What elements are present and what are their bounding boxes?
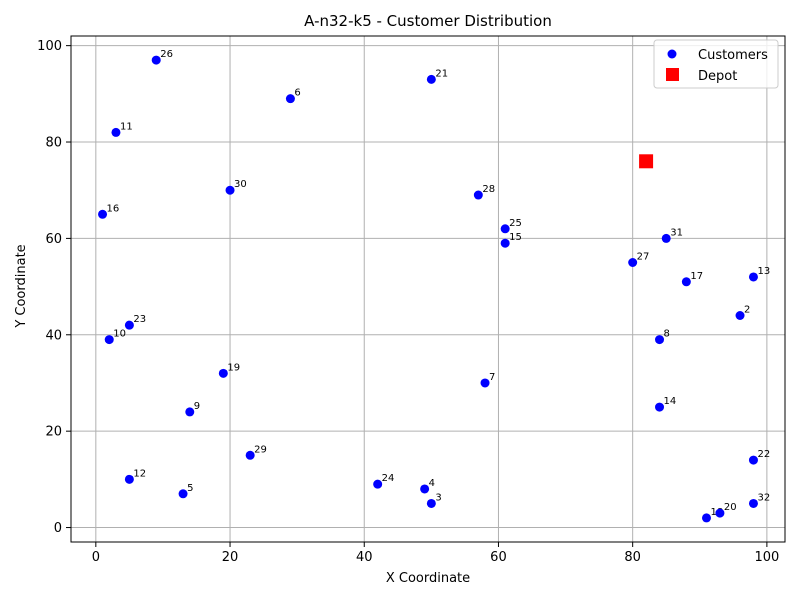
legend-box [653, 39, 779, 89]
customer-label: 10 [113, 329, 126, 340]
customer-point [661, 233, 671, 243]
chart-title: A-n32-k5 - Customer Distribution [304, 12, 552, 30]
plot-frame [70, 35, 786, 543]
customer-point [473, 190, 483, 200]
customer-label: 20 [724, 502, 737, 513]
axis-ticks: 0 20 40 60 80 100 0 20 40 60 80 100 [37, 39, 779, 565]
customer-label: 16 [107, 203, 120, 214]
customer-label: 26 [160, 49, 173, 60]
x-tick-label: 0 [92, 550, 100, 565]
customer-label: 3 [435, 492, 441, 503]
y-tick-label: 80 [45, 136, 62, 151]
legend-depot-label: Depot [698, 69, 737, 84]
customer-label: 13 [757, 266, 770, 277]
customer-point [124, 474, 134, 484]
customer-point [218, 368, 228, 378]
customer-point [426, 498, 436, 508]
customer-label: 25 [509, 218, 522, 229]
customer-label: 22 [757, 449, 770, 460]
customer-label: 7 [489, 372, 495, 383]
customer-label: 19 [227, 362, 240, 373]
y-axis-label: Y Coordinate [14, 244, 29, 328]
customer-point [500, 224, 510, 234]
customer-label: 11 [120, 121, 133, 132]
x-tick-label: 80 [624, 550, 641, 565]
customer-point [98, 209, 108, 219]
y-tick-label: 100 [37, 39, 62, 54]
customer-label: 30 [234, 179, 247, 190]
y-tick-label: 0 [54, 521, 62, 536]
customer-label: 8 [664, 329, 670, 340]
customer-point [178, 489, 188, 499]
customer-label: 23 [133, 314, 146, 325]
customer-label: 15 [509, 232, 522, 243]
customer-label: 29 [254, 444, 267, 455]
customer-point [655, 402, 665, 412]
y-tick-label: 40 [45, 328, 62, 343]
x-tick-label: 40 [356, 550, 373, 565]
customer-point [628, 257, 638, 267]
customer-label: 21 [435, 68, 448, 79]
y-tick-label: 60 [45, 232, 62, 247]
x-tick-label: 60 [490, 550, 507, 565]
customer-point [111, 127, 121, 137]
grid [71, 36, 785, 542]
customer-point [373, 479, 383, 489]
customer-point [655, 335, 665, 345]
customer-point [151, 55, 161, 65]
customer-point [285, 94, 295, 104]
legend: Customers Depot [653, 39, 779, 89]
customer-point [715, 508, 725, 518]
customer-label: 12 [133, 468, 146, 479]
customer-label: 27 [637, 251, 650, 262]
customer-label: 17 [690, 271, 703, 282]
x-tick-label: 20 [222, 550, 239, 565]
customer-label: 32 [757, 492, 770, 503]
customer-label: 5 [187, 483, 193, 494]
customer-point [735, 311, 745, 321]
customer-label: 4 [429, 478, 435, 489]
legend-customers-label: Customers [698, 48, 768, 63]
customer-point [185, 407, 195, 417]
customer-point [124, 320, 134, 330]
y-tick-label: 20 [45, 425, 62, 440]
customer-point [480, 378, 490, 388]
depot-point [639, 154, 654, 169]
x-axis-label: X Coordinate [386, 571, 470, 586]
legend-depot-marker [666, 68, 679, 81]
legend-customers-marker [667, 49, 677, 59]
customer-label: 2 [744, 305, 750, 316]
customer-point [748, 272, 758, 282]
customer-point [420, 484, 430, 494]
customer-point [225, 185, 235, 195]
customer-point [701, 513, 711, 523]
customer-point [748, 455, 758, 465]
customer-label: 24 [382, 473, 395, 484]
customer-label: 9 [194, 401, 200, 412]
customer-label: 28 [482, 184, 495, 195]
customer-point [104, 335, 114, 345]
customer-point [681, 277, 691, 287]
customer-point [426, 74, 436, 84]
x-tick-label: 100 [754, 550, 779, 565]
customer-point [500, 238, 510, 248]
customer-label: 6 [294, 88, 300, 99]
customer-label: 14 [664, 396, 677, 407]
customer-point [245, 450, 255, 460]
customer-point [748, 498, 758, 508]
data-points: 2345678910111213141516171819202122232425… [98, 49, 770, 523]
customer-label: 31 [670, 227, 683, 238]
